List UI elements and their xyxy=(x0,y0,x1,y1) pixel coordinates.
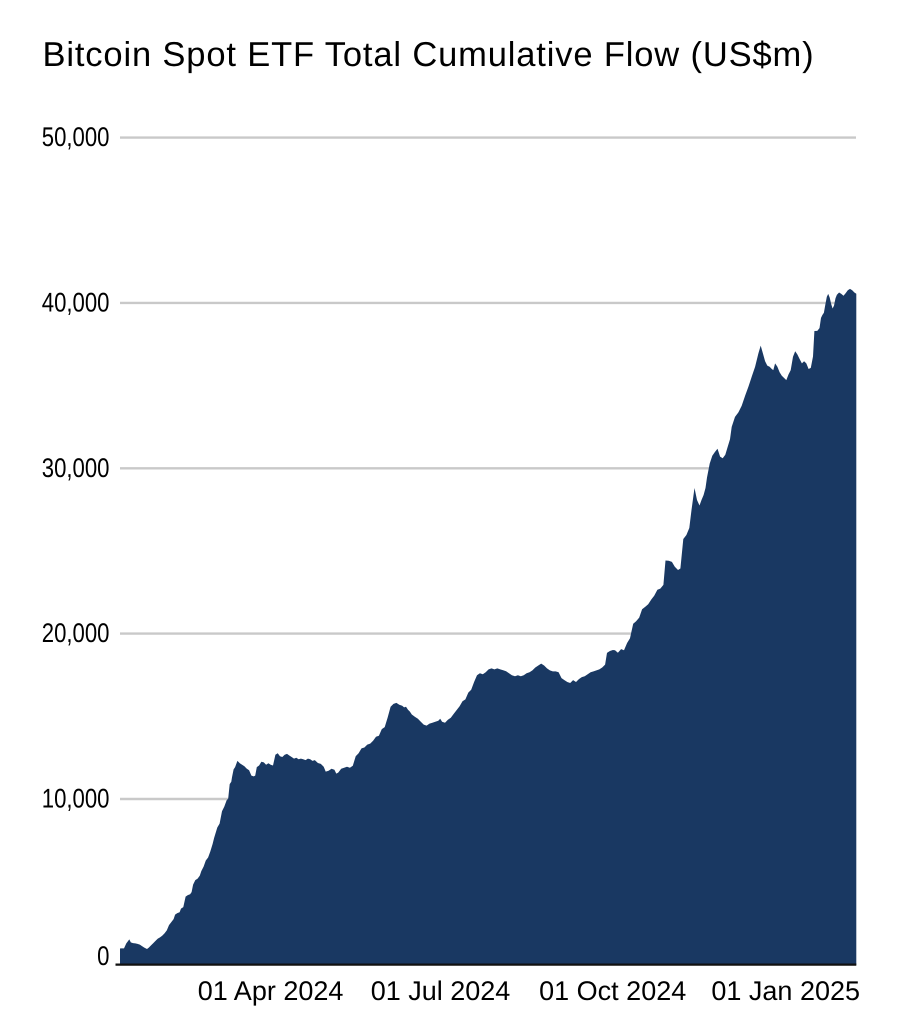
svg-text:01 Jul 2024: 01 Jul 2024 xyxy=(371,976,511,1006)
svg-text:30,000: 30,000 xyxy=(42,453,110,483)
svg-text:0: 0 xyxy=(97,941,109,971)
svg-text:40,000: 40,000 xyxy=(42,287,110,317)
svg-text:Bitcoin Spot ETF Total Cumulat: Bitcoin Spot ETF Total Cumulative Flow (… xyxy=(43,36,815,74)
svg-text:01 Jan 2025: 01 Jan 2025 xyxy=(711,976,860,1006)
svg-text:50,000: 50,000 xyxy=(42,122,110,152)
svg-text:20,000: 20,000 xyxy=(42,618,110,648)
svg-text:10,000: 10,000 xyxy=(42,784,110,814)
svg-text:01 Apr 2024: 01 Apr 2024 xyxy=(198,976,344,1006)
svg-text:01 Oct 2024: 01 Oct 2024 xyxy=(539,976,686,1006)
